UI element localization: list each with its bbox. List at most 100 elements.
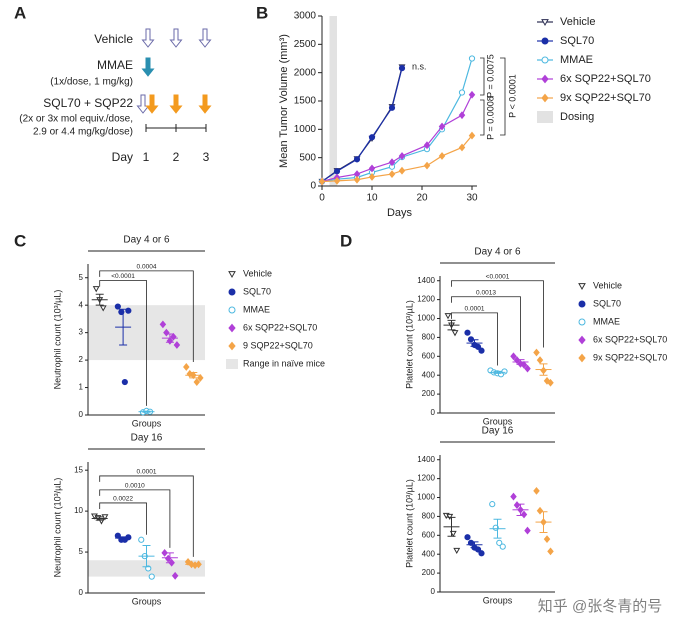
legend-marker bbox=[541, 37, 549, 45]
y-tick-label: 600 bbox=[422, 530, 436, 539]
p-value: 0.0022 bbox=[113, 496, 133, 503]
schema-sublabel: 2.9 or 4.4 mg/kg/dose) bbox=[33, 127, 133, 138]
marker bbox=[173, 341, 181, 349]
marker bbox=[536, 506, 544, 515]
marker bbox=[547, 547, 554, 556]
legend-label: MMAE bbox=[593, 316, 620, 326]
sem-bar bbox=[119, 536, 128, 540]
legend-marker bbox=[541, 74, 549, 84]
legend-marker bbox=[541, 93, 549, 103]
sem-bar bbox=[165, 333, 174, 343]
sem-bar bbox=[189, 563, 198, 566]
legend-marker bbox=[578, 283, 586, 291]
marker bbox=[446, 513, 454, 521]
y-tick-label: 0 bbox=[310, 181, 316, 192]
marker bbox=[524, 364, 531, 373]
marker bbox=[161, 548, 168, 557]
y-axis-label: Neutrophil count (10³/µL) bbox=[52, 290, 62, 390]
y-tick-label: 1 bbox=[79, 383, 84, 392]
y-tick-label: 1400 bbox=[417, 276, 435, 285]
series-line bbox=[321, 135, 473, 183]
legend-label: Vehicle bbox=[560, 16, 595, 28]
y-tick-label: 600 bbox=[422, 351, 436, 360]
marker bbox=[388, 158, 396, 167]
marker bbox=[368, 134, 376, 141]
marker bbox=[520, 510, 528, 519]
arrow bbox=[142, 57, 154, 77]
marker bbox=[496, 539, 503, 546]
arrow bbox=[142, 28, 154, 48]
legend-label: 6x SQP22+SQL70 bbox=[593, 334, 667, 344]
legend-label: 9x SQP22+SQL70 bbox=[593, 352, 667, 362]
y-tick-label: 0 bbox=[79, 588, 84, 597]
schema-sublabel: (1x/dose, 1 mg/kg) bbox=[50, 77, 133, 88]
marker bbox=[193, 378, 201, 386]
series-line bbox=[321, 58, 473, 183]
y-tick-label: 500 bbox=[299, 152, 316, 163]
y-tick-label: 800 bbox=[422, 512, 436, 521]
y-tick-label: 0 bbox=[431, 587, 436, 596]
bracket bbox=[480, 99, 485, 136]
comparison-bracket bbox=[451, 280, 544, 348]
bracket bbox=[500, 57, 506, 136]
y-tick-label: 4 bbox=[79, 300, 84, 309]
y-tick-label: 10 bbox=[74, 506, 83, 515]
legend-swatch bbox=[537, 111, 553, 123]
p-value: 0.0001 bbox=[137, 469, 157, 476]
y-tick-label: 3000 bbox=[294, 11, 317, 22]
marker bbox=[458, 111, 466, 120]
marker bbox=[159, 320, 167, 329]
panel-title: Day 16 bbox=[131, 433, 163, 444]
y-axis-label: Mean Tumor Volume (mm³) bbox=[278, 34, 290, 168]
legend-marker bbox=[541, 56, 549, 64]
sem-bar bbox=[493, 370, 502, 374]
marker bbox=[501, 368, 508, 375]
y-axis-label: Neutrophil count (10³/µL) bbox=[52, 478, 62, 578]
marker bbox=[547, 378, 554, 387]
legend-marker bbox=[578, 353, 586, 363]
x-axis-label: Groups bbox=[483, 416, 513, 426]
y-tick-label: 5 bbox=[79, 547, 84, 556]
marker bbox=[398, 65, 406, 72]
marker bbox=[533, 348, 540, 357]
y-tick-label: 1000 bbox=[294, 124, 317, 135]
marker bbox=[423, 161, 431, 170]
schema-label: SQL70 + SQP22 bbox=[43, 96, 133, 110]
y-tick-label: 1400 bbox=[417, 455, 435, 464]
y-axis-label: Platelet count (10³/µL) bbox=[404, 479, 414, 568]
marker bbox=[468, 131, 476, 140]
annotation: P = 0.0008 bbox=[485, 96, 495, 140]
schema: Vehicle MMAE (1x/dose, 1 mg/kg) SQL70 + … bbox=[19, 28, 211, 164]
sem-bar bbox=[539, 511, 548, 533]
arrow bbox=[199, 94, 211, 114]
dosing-band bbox=[329, 16, 337, 186]
y-tick-label: 400 bbox=[422, 549, 436, 558]
sem-bar bbox=[539, 363, 548, 376]
marker bbox=[138, 536, 145, 543]
legend-label: Range in naïve mice bbox=[243, 358, 325, 368]
marker bbox=[489, 501, 496, 508]
marker bbox=[478, 347, 485, 354]
marker bbox=[121, 378, 128, 386]
p-value: 0.0013 bbox=[476, 290, 496, 297]
comparison-bracket bbox=[99, 475, 194, 557]
sem-bar bbox=[119, 308, 128, 346]
marker bbox=[468, 55, 476, 62]
legend-marker bbox=[228, 341, 236, 351]
p-value: 0.0004 bbox=[137, 264, 157, 271]
marker bbox=[453, 547, 461, 555]
sem-bar bbox=[95, 293, 104, 306]
panel-label: B bbox=[256, 3, 268, 22]
y-tick-label: 200 bbox=[422, 568, 436, 577]
arrow bbox=[170, 28, 182, 48]
marker bbox=[353, 175, 361, 184]
comparison-bracket bbox=[99, 489, 171, 548]
marker bbox=[388, 104, 396, 111]
annotation: P < 0.0001 bbox=[507, 74, 517, 118]
marker bbox=[368, 164, 376, 173]
legend-marker bbox=[228, 323, 236, 333]
marker bbox=[536, 356, 544, 364]
panel-label: C bbox=[14, 231, 26, 250]
bracket bbox=[480, 57, 485, 96]
annotation: n.s. bbox=[412, 61, 427, 71]
